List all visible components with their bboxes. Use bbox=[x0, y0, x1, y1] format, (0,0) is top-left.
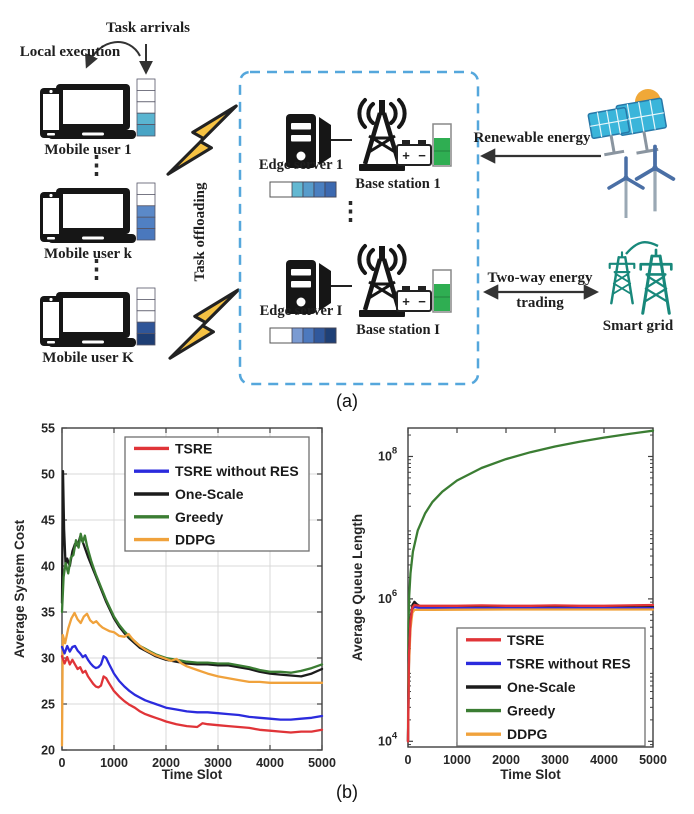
smart-grid-icon bbox=[608, 241, 673, 315]
renewable-energy-label: Renewable energy bbox=[473, 130, 591, 146]
solar-panels-icon bbox=[587, 97, 667, 157]
x-tick-label: 3000 bbox=[541, 753, 569, 767]
system-architecture-diagram: + − + − bbox=[40, 41, 676, 386]
x-tick-label: 5000 bbox=[639, 753, 667, 767]
x-tick-label: 4000 bbox=[590, 753, 618, 767]
legend-entry-one-scale: One-Scale bbox=[175, 486, 244, 502]
panel-a-label: (a) bbox=[336, 391, 358, 411]
series-line-one-scale bbox=[406, 600, 655, 743]
base-station-1-label: Base station 1 bbox=[355, 176, 441, 192]
two-way-energy-label-1: Two-way energy bbox=[487, 270, 593, 286]
legend-entry-tsre-without-res: TSRE without RES bbox=[175, 463, 299, 479]
edge-server-1-label: Edge server 1 bbox=[258, 157, 344, 173]
x-tick-label: 5000 bbox=[308, 756, 336, 770]
mobile-user-1-icon bbox=[40, 84, 136, 139]
mobile-user-k-icon bbox=[40, 188, 136, 243]
y-axis-label: Average System Cost bbox=[12, 519, 27, 658]
energy-storage-1 bbox=[432, 123, 452, 167]
legend-entry-ddpg: DDPG bbox=[175, 532, 216, 548]
svg-text:−: − bbox=[418, 148, 426, 163]
legend: TSRE TSRE without RES One-Scale Greedy DDPG bbox=[124, 436, 310, 552]
svg-text:−: − bbox=[418, 294, 426, 309]
mobile-user-K-icon bbox=[40, 292, 136, 347]
legend-entry-ddpg: DDPG bbox=[507, 726, 548, 742]
panel-b-label: (b) bbox=[336, 782, 358, 802]
wind-turbines-icon bbox=[607, 144, 676, 220]
mobile-user-k-label: Mobile user k bbox=[43, 246, 133, 262]
avg-queue-length-chart: 0 1000 2000 3000 4000 5000 104 106 108 Time Slot A… bbox=[350, 427, 667, 782]
local-execution-arrow bbox=[85, 41, 141, 69]
two-way-energy-label-2: trading bbox=[516, 295, 564, 311]
svg-text:+: + bbox=[402, 294, 410, 309]
legend-entry-greedy: Greedy bbox=[175, 509, 223, 525]
energy-storage-I bbox=[432, 269, 452, 313]
mobile-user-K-label: Mobile user K bbox=[42, 350, 134, 366]
series-line-greedy bbox=[60, 532, 324, 674]
y-tick-label: 25 bbox=[41, 698, 55, 712]
x-tick-label: 0 bbox=[59, 756, 66, 770]
users-ellipsis-bottom: ⋮ bbox=[84, 256, 109, 283]
series-line-tsre bbox=[60, 655, 324, 734]
legend: TSRE TSRE without RES One-Scale Greedy DDPG bbox=[456, 627, 646, 747]
series-line-tsre bbox=[406, 603, 655, 743]
y-tick-label: 106 bbox=[378, 588, 397, 606]
x-axis-label: Time Slot bbox=[500, 767, 561, 782]
x-tick-label: 1000 bbox=[443, 753, 471, 767]
servers-ellipsis: ⋮ bbox=[338, 198, 363, 225]
plot-frame bbox=[407, 427, 654, 748]
base-station-I-label: Base station I bbox=[356, 322, 440, 338]
y-tick-label: 45 bbox=[41, 514, 55, 528]
task-queue-user-K bbox=[136, 287, 156, 346]
y-tick-label: 35 bbox=[41, 606, 55, 620]
legend-entry-one-scale: One-Scale bbox=[507, 679, 576, 695]
smart-grid-label: Smart grid bbox=[602, 318, 674, 334]
y-tick-label: 50 bbox=[41, 468, 55, 482]
edge-server-I-label: Edge server I bbox=[259, 303, 343, 319]
battery-1-icon: + − bbox=[396, 140, 432, 166]
y-tick-label: 30 bbox=[41, 652, 55, 666]
edge-queue-1 bbox=[269, 181, 337, 198]
edge-queue-I bbox=[269, 327, 337, 344]
svg-text:+: + bbox=[402, 148, 410, 163]
series-line-greedy bbox=[406, 429, 655, 743]
y-tick-label: 108 bbox=[378, 445, 397, 463]
wireless-lightning-icon-top bbox=[166, 104, 238, 176]
task-queue-user-k bbox=[136, 182, 156, 241]
avg-system-cost-chart: 0 1000 2000 3000 4000 5000 20 25 30 35 40 45 50 55 Tim… bbox=[12, 422, 336, 783]
legend-entry-tsre-without-res: TSRE without RES bbox=[507, 655, 631, 671]
wireless-lightning-icon-bottom bbox=[168, 288, 240, 360]
x-axis-label: Time Slot bbox=[162, 767, 223, 782]
x-tick-label: 3000 bbox=[204, 756, 232, 770]
x-tick-label: 1000 bbox=[100, 756, 128, 770]
task-arrivals-label: Task arrivals bbox=[105, 20, 191, 36]
y-axis-label: Average Queue Length bbox=[350, 514, 365, 661]
battery-I-icon: + − bbox=[396, 286, 432, 312]
legend-entry-tsre: TSRE bbox=[175, 440, 212, 456]
legend-entry-greedy: Greedy bbox=[507, 703, 555, 719]
y-tick-label: 40 bbox=[41, 560, 55, 574]
y-tick-label: 20 bbox=[41, 744, 55, 758]
y-tick-label: 104 bbox=[378, 730, 398, 748]
x-tick-label: 4000 bbox=[256, 756, 284, 770]
task-offloading-label: Task offloading bbox=[192, 182, 208, 282]
users-ellipsis-top: ⋮ bbox=[84, 152, 109, 179]
legend-entry-tsre: TSRE bbox=[507, 632, 544, 648]
series-line-tsre-without-res bbox=[60, 644, 324, 721]
x-tick-label: 2000 bbox=[152, 756, 180, 770]
local-execution-label: Local execution bbox=[19, 44, 121, 60]
series-line-ddpg bbox=[60, 611, 324, 747]
edge-system-dashed-box bbox=[238, 70, 480, 386]
x-tick-label: 0 bbox=[405, 753, 412, 767]
mobile-user-1-label: Mobile user 1 bbox=[44, 142, 132, 158]
y-tick-label: 55 bbox=[41, 422, 55, 436]
task-queue-user-1 bbox=[136, 78, 156, 137]
x-tick-label: 2000 bbox=[492, 753, 520, 767]
